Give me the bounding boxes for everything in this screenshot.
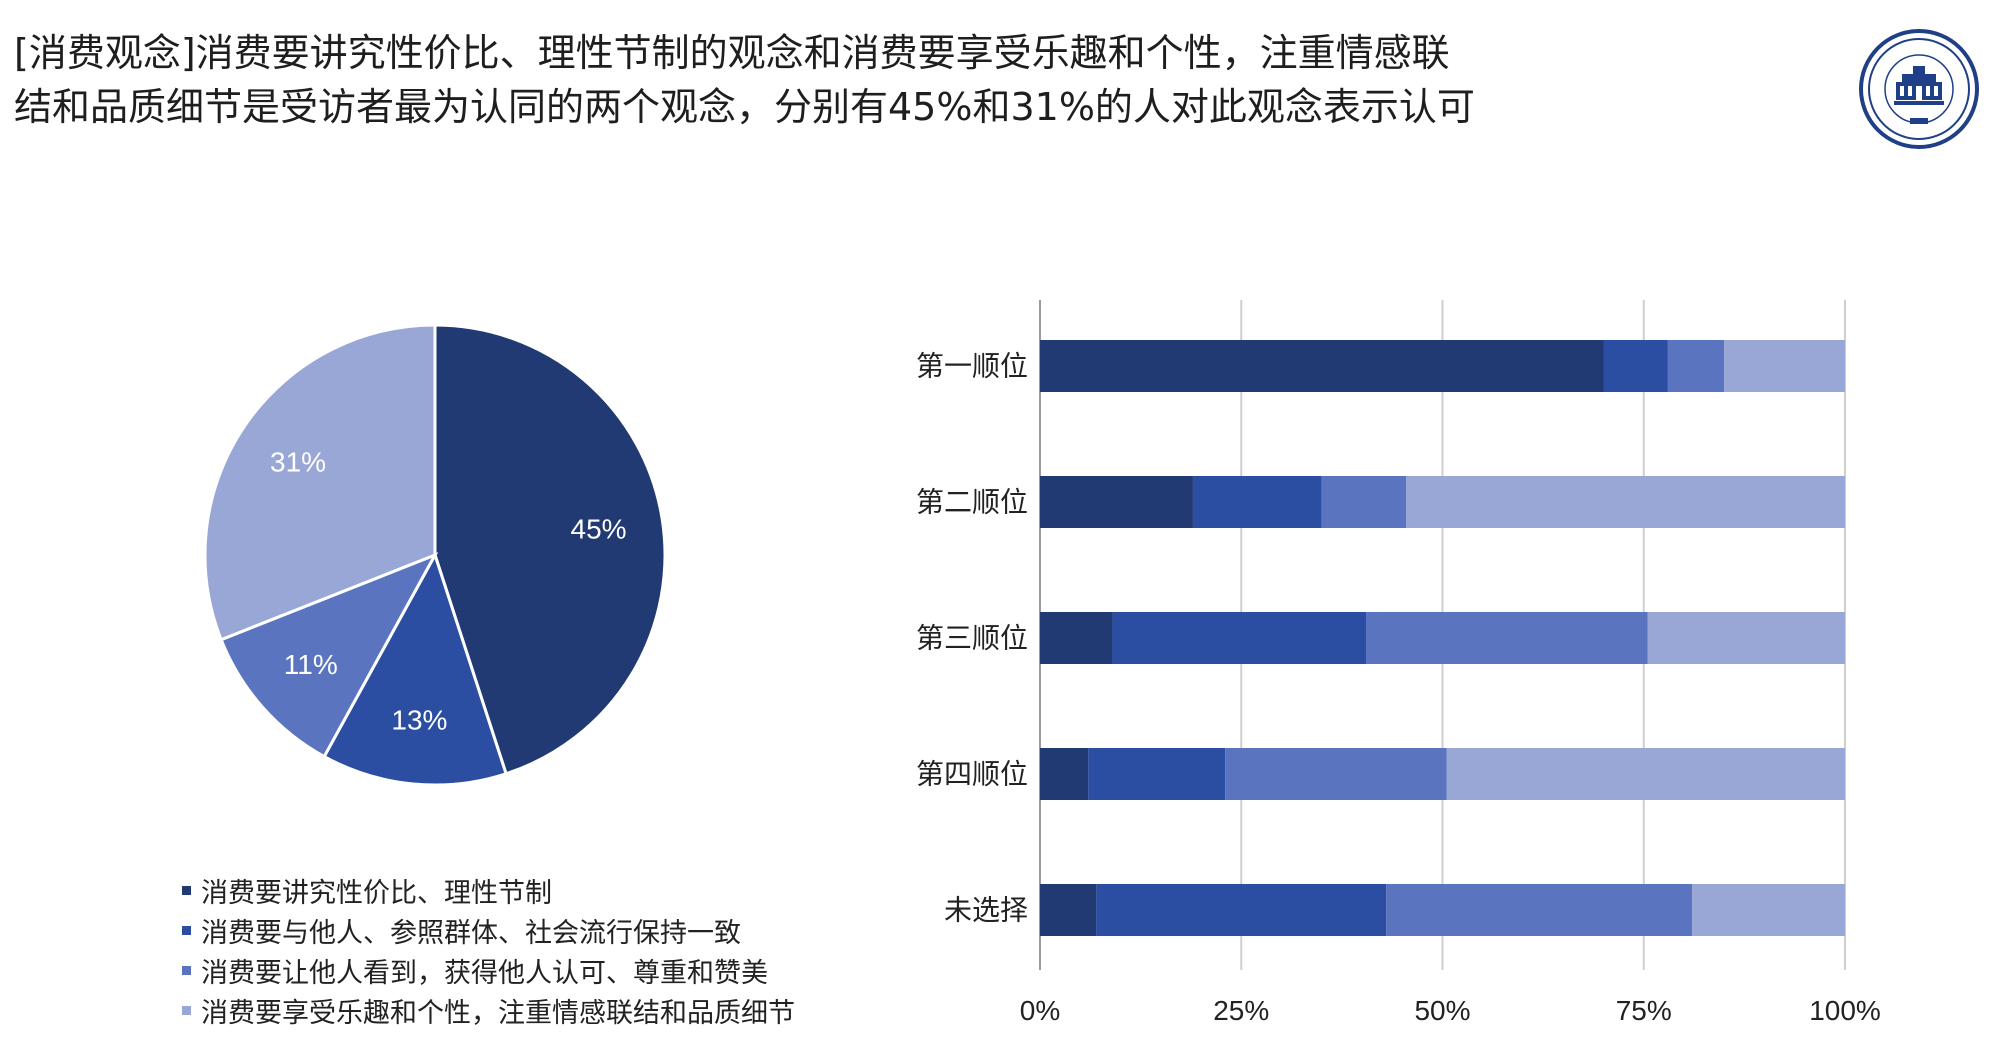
title-line-1: [消费观念]消费要讲究性价比、理性节制的观念和消费要享受乐趣和个性，注重情感联: [14, 31, 1450, 75]
pie-chart: 45% 13% 11% 31%: [203, 323, 667, 787]
bar-segment-4-4: [1446, 748, 1845, 800]
y-category-label: 第四顺位: [916, 758, 1028, 791]
x-tick-label: 0%: [1020, 995, 1060, 1026]
bar-segment-2-1: [1040, 476, 1193, 528]
title-line-2: 结和品质细节是受访者最为认同的两个观念，分别有45%和31%的人对此观念表示认可: [14, 85, 1475, 129]
legend-item: 消费要让他人看到，获得他人认可、尊重和赞美: [182, 950, 795, 990]
y-category-label: 第三顺位: [916, 622, 1028, 655]
bar-segment-1-4: [1724, 340, 1845, 392]
legend-item: 消费要与他人、参照群体、社会流行保持一致: [182, 910, 795, 950]
pie-data-label: 45%: [571, 514, 627, 545]
page-title: [消费观念]消费要讲究性价比、理性节制的观念和消费要享受乐趣和个性，注重情感联 …: [14, 26, 1634, 134]
pie-data-label: 13%: [391, 704, 447, 735]
pie-data-label: 31%: [270, 446, 326, 477]
bar-segment-5-2: [1096, 884, 1387, 936]
bar-segment-3-2: [1112, 612, 1367, 664]
pie-data-label: 11%: [284, 649, 338, 680]
y-category-label: 第一顺位: [916, 350, 1028, 383]
bar-segment-3-1: [1040, 612, 1113, 664]
legend-swatch-2: [182, 925, 191, 935]
bar-segment-1-1: [1040, 340, 1604, 392]
pie-slice-1: [433, 323, 667, 776]
bar-segment-4-2: [1088, 748, 1226, 800]
bar-segment-4-1: [1040, 748, 1089, 800]
bar-segment-5-3: [1386, 884, 1693, 936]
legend-item: 消费要享受乐趣和个性，注重情感联结和品质细节: [182, 990, 795, 1030]
pie-slice-3: [219, 552, 439, 759]
y-category-label: 未选择: [944, 894, 1028, 927]
bar-segment-5-1: [1040, 884, 1097, 936]
legend-label: 消费要与他人、参照群体、社会流行保持一致: [201, 917, 741, 949]
pie-slice-4: [203, 323, 437, 642]
bar-segment-2-3: [1321, 476, 1407, 528]
x-tick-label: 50%: [1414, 995, 1470, 1026]
x-tick-label: 25%: [1213, 995, 1269, 1026]
legend-swatch-3: [182, 965, 191, 975]
bar-segment-5-4: [1692, 884, 1845, 936]
legend-swatch-4: [182, 1005, 191, 1015]
x-tick-label: 75%: [1616, 995, 1672, 1026]
bar-segment-3-3: [1366, 612, 1648, 664]
bar-segment-3-4: [1647, 612, 1845, 664]
legend-label: 消费要讲究性价比、理性节制: [201, 877, 552, 909]
legend-label: 消费要享受乐趣和个性，注重情感联结和品质细节: [201, 997, 795, 1029]
bar-segment-1-2: [1603, 340, 1668, 392]
legend-item: 消费要讲究性价比、理性节制: [182, 870, 795, 910]
bar-segment-4-3: [1225, 748, 1447, 800]
pie-slice-2: [322, 551, 508, 787]
bar-segment-2-2: [1192, 476, 1322, 528]
bar-segment-1-3: [1667, 340, 1725, 392]
x-tick-label: 100%: [1809, 995, 1881, 1026]
y-category-label: 第二顺位: [916, 486, 1028, 519]
pie-legend: 消费要讲究性价比、理性节制 消费要与他人、参照群体、社会流行保持一致 消费要让他…: [182, 870, 795, 1030]
legend-label: 消费要让他人看到，获得他人认可、尊重和赞美: [201, 957, 768, 989]
university-seal-icon: [1859, 29, 1979, 149]
bar-segment-2-4: [1406, 476, 1845, 528]
legend-swatch-1: [182, 885, 191, 895]
